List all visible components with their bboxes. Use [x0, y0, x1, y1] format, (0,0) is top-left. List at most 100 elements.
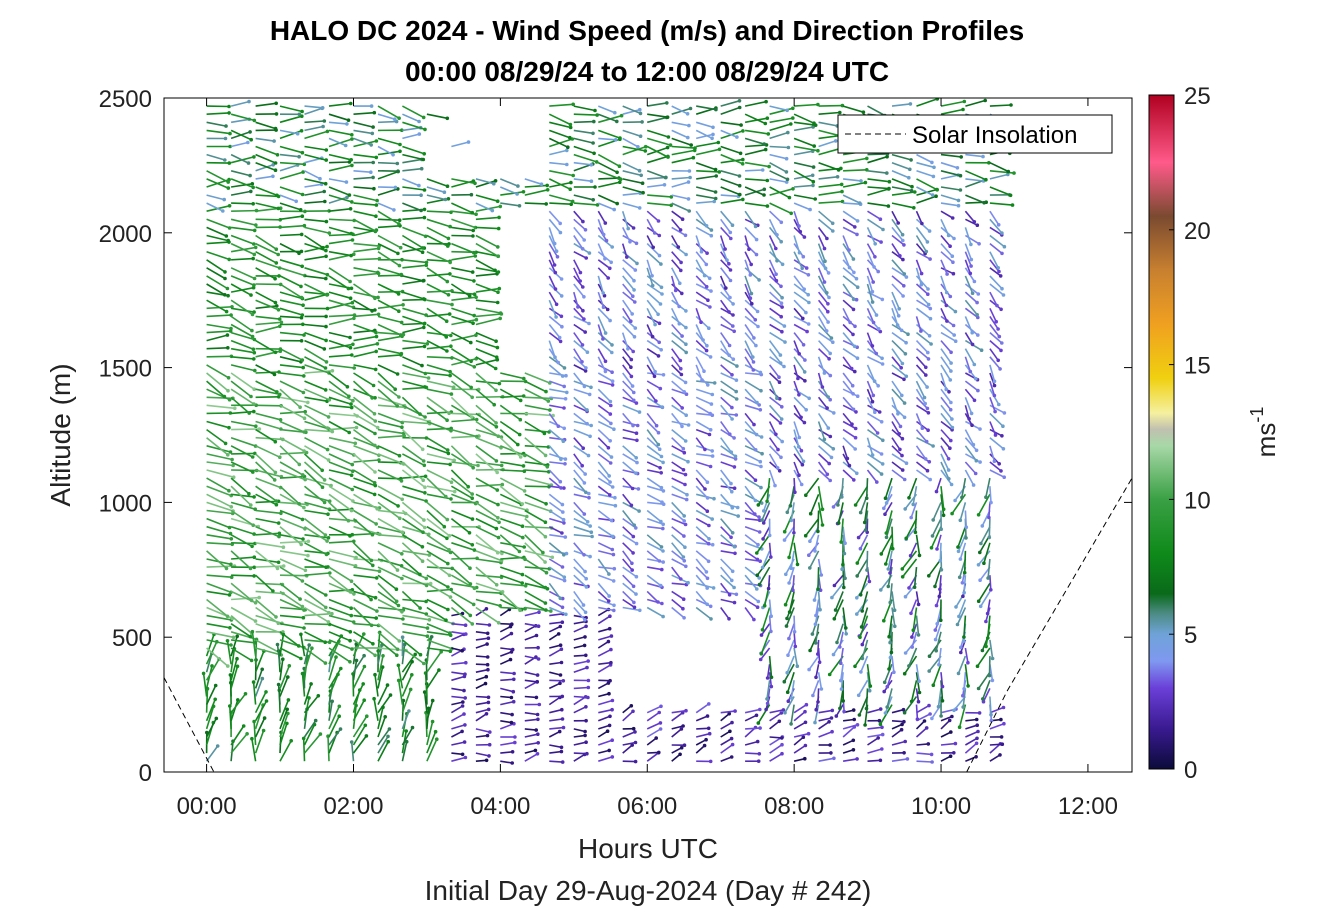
wind-vector	[202, 673, 208, 697]
wind-vector-head	[471, 228, 476, 233]
wind-vector-head	[840, 189, 844, 194]
wind-vector	[451, 291, 475, 295]
wind-vector	[573, 614, 587, 619]
wind-vector-head	[445, 536, 449, 541]
wind-vector	[842, 235, 850, 251]
wind-vector	[255, 380, 278, 393]
wind-vector	[303, 695, 319, 714]
wind-vector-head	[801, 254, 806, 259]
wind-vector-head	[418, 572, 422, 577]
wind-vector-head	[464, 660, 468, 665]
wind-vector	[891, 461, 904, 471]
wind-vector	[843, 718, 855, 722]
wind-vector-head	[769, 675, 774, 680]
wind-vector	[304, 234, 324, 249]
wind-vector	[916, 170, 934, 178]
wind-vector-head	[969, 242, 973, 247]
wind-vector-head	[224, 124, 228, 128]
wind-vector-head	[659, 519, 663, 524]
wind-vector	[891, 170, 910, 179]
wind-vector	[426, 622, 451, 634]
wind-vector	[548, 291, 558, 305]
wind-vector-head	[563, 457, 568, 461]
wind-vector	[915, 348, 930, 360]
wind-vector	[671, 606, 685, 619]
wind-vector-head	[534, 728, 538, 732]
wind-vector	[573, 734, 586, 738]
wind-vector	[842, 380, 854, 395]
wind-vector	[304, 572, 330, 576]
wind-vector-head	[609, 634, 614, 638]
wind-vector	[230, 647, 253, 662]
wind-vector	[451, 485, 473, 499]
wind-vector	[720, 356, 738, 367]
wind-vector	[353, 614, 377, 619]
wind-vector	[866, 267, 874, 283]
wind-vector	[373, 698, 379, 721]
wind-vector-head	[681, 555, 686, 559]
wind-vector-head	[581, 285, 585, 289]
wind-vector-head	[299, 232, 304, 237]
wind-vector-head	[684, 325, 688, 330]
wind-vector-head	[636, 145, 640, 149]
wind-vector	[451, 296, 477, 301]
wind-vector	[304, 323, 327, 328]
wind-vector	[475, 259, 496, 272]
wind-vector	[646, 722, 661, 730]
wind-vector-head	[710, 517, 714, 521]
wind-vector	[812, 680, 820, 696]
wind-vector-head	[470, 543, 475, 547]
wind-vector	[720, 756, 732, 762]
wind-vector-head	[309, 682, 313, 686]
wind-vector-head	[252, 155, 256, 159]
wind-vector	[788, 623, 795, 639]
wind-vector	[206, 404, 235, 410]
wind-vector	[903, 696, 918, 714]
wind-vector-head	[792, 630, 797, 634]
wind-vector	[793, 267, 809, 276]
wind-vector-head	[756, 324, 760, 329]
wind-vector-head	[252, 402, 256, 406]
wind-vector	[328, 574, 352, 593]
wind-vector	[573, 259, 582, 273]
wind-vector	[328, 715, 340, 738]
wind-vector	[842, 323, 854, 335]
wind-vector-head	[324, 219, 329, 224]
wind-vector-head	[486, 636, 491, 640]
wind-vector-head	[300, 109, 304, 114]
wind-vector-head	[730, 417, 734, 421]
wind-vector	[304, 200, 325, 204]
wind-vector-head	[525, 514, 529, 519]
wind-vector-head	[467, 294, 472, 298]
wind-vector	[597, 307, 611, 322]
wind-vector-head	[783, 602, 788, 607]
wind-vector-head	[887, 667, 891, 671]
wind-vector	[940, 437, 951, 449]
wind-vector	[255, 218, 281, 221]
wind-vector	[670, 267, 681, 284]
wind-vector-head	[876, 736, 880, 740]
wind-vector-head	[767, 164, 771, 169]
wind-vector-head	[806, 273, 811, 277]
wind-vector	[426, 469, 452, 483]
wind-vector-head	[521, 464, 526, 468]
wind-vector	[646, 307, 656, 325]
wind-vector-head	[902, 243, 906, 247]
wind-vector-head	[945, 319, 949, 323]
wind-vector-head	[272, 372, 277, 377]
wind-vector-head	[889, 650, 894, 655]
wind-vector-head	[941, 507, 946, 512]
wind-vector	[450, 598, 471, 617]
wind-vector-head	[508, 657, 513, 662]
wind-vector	[839, 631, 844, 648]
wind-vector-head	[775, 258, 779, 263]
wind-vector-head	[855, 285, 860, 290]
wind-vector-head	[485, 662, 490, 667]
wind-vector	[573, 493, 590, 499]
wind-vector-head	[354, 425, 359, 430]
wind-vector	[695, 534, 710, 545]
wind-vector-head	[544, 608, 548, 612]
wind-vector-head	[849, 366, 854, 371]
wind-vector-head	[878, 758, 883, 763]
wind-vector-head	[658, 302, 663, 306]
